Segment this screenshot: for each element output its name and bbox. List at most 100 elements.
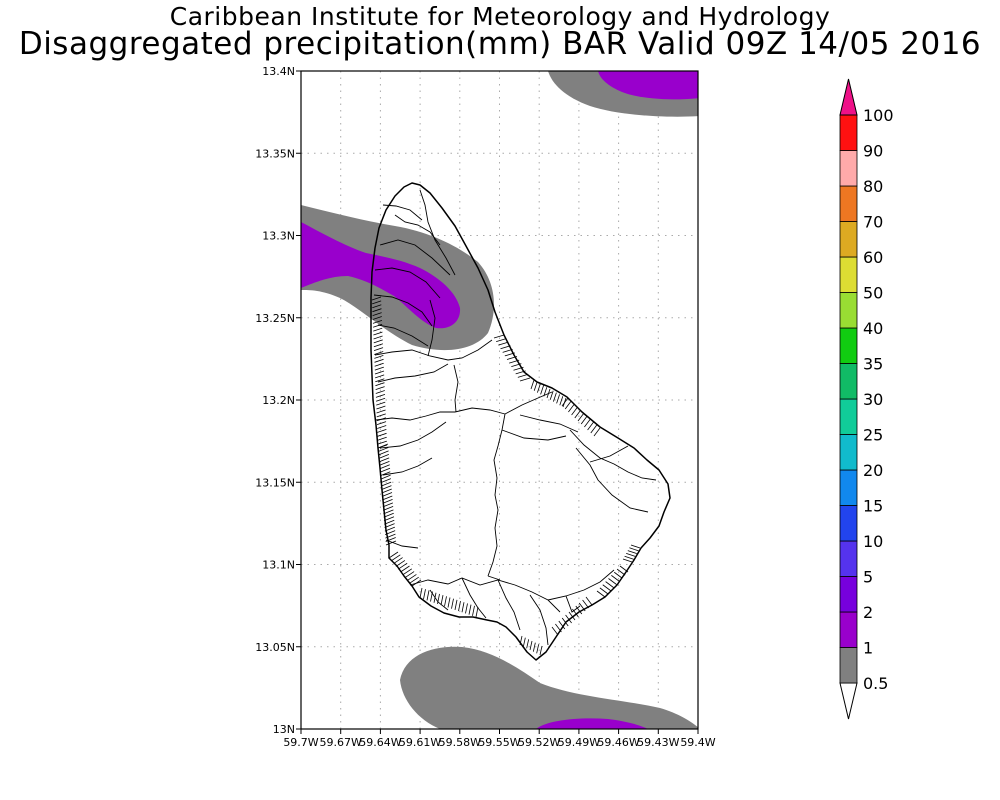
coast-hatch — [375, 382, 385, 387]
coast-hatch — [500, 345, 511, 350]
coast-hatch — [384, 526, 396, 532]
coast-hatch — [376, 413, 386, 418]
colorbar-level-label: 15 — [863, 497, 883, 516]
coast-hatch — [587, 421, 594, 431]
coast-hatch — [559, 396, 564, 406]
coast-hatch — [582, 599, 589, 609]
colorbar-level-label: 0.5 — [863, 674, 888, 693]
coast-hatch — [472, 605, 475, 616]
coast-hatch — [502, 348, 513, 353]
coast-hatch — [440, 595, 444, 606]
coast-hatch — [375, 393, 386, 398]
coast-hatch — [372, 319, 383, 324]
coast-hatch — [568, 611, 576, 621]
coast-hatch — [373, 335, 383, 340]
lon-tick-label: 59.43W — [637, 736, 679, 749]
lon-tick-label: 59.61W — [399, 736, 441, 749]
coast-hatch — [513, 366, 524, 371]
coast-hatch — [377, 429, 387, 433]
coast-hatch — [454, 599, 458, 610]
coast-hatch — [375, 397, 386, 402]
coast-hatch — [619, 565, 629, 573]
coast-hatch — [380, 478, 392, 484]
coast-hatch — [411, 579, 422, 587]
coast-hatch — [596, 590, 606, 598]
coast-hatch — [608, 578, 617, 585]
colorbar-level-label: 40 — [863, 319, 883, 338]
coast-hatch — [536, 644, 540, 654]
coast-hatch — [384, 519, 395, 525]
colorbar-level-label: 100 — [863, 106, 894, 125]
coast-hatch — [590, 424, 598, 434]
coast-hatch — [556, 394, 560, 404]
island-coast — [370, 182, 671, 661]
coast-hatch — [374, 362, 384, 367]
coast-hatch — [378, 457, 390, 463]
coast-hatch — [519, 635, 523, 646]
coast-hatch — [377, 436, 387, 441]
coast-hatch — [375, 378, 385, 383]
coast-hatch — [522, 637, 526, 647]
lat-tick-label: 13N — [273, 723, 295, 736]
coast-hatch — [496, 338, 507, 342]
colorbar-swatch — [839, 611, 858, 648]
coast-hatch — [517, 374, 528, 378]
coast-hatch — [585, 596, 593, 606]
coast-hatch — [539, 645, 543, 656]
coast-hatch — [515, 370, 526, 375]
coast-hatch — [584, 418, 591, 428]
colorbar-level-label: 5 — [863, 568, 873, 587]
coast-hatch — [383, 512, 394, 518]
colorbar-swatch — [839, 292, 858, 329]
colorbar-over-arrow — [839, 78, 858, 116]
coast-hatch — [380, 481, 392, 487]
coast-hatch — [380, 471, 391, 477]
coast-hatch — [444, 596, 447, 607]
coast-hatch — [373, 343, 384, 348]
lon-tick-label: 59.64W — [359, 736, 401, 749]
colorbar-swatch — [839, 327, 858, 364]
coast-hatch — [377, 432, 387, 437]
coast-hatch — [391, 554, 401, 562]
lat-tick-label: 13.4N — [262, 65, 295, 78]
colorbar-swatch — [839, 576, 858, 613]
coast-hatch — [385, 540, 397, 546]
coast-hatch — [384, 530, 396, 535]
colorbar-swatch — [839, 434, 858, 471]
coast-hatch — [426, 590, 430, 601]
lat-tick-label: 13.15N — [255, 476, 295, 489]
coast-hatch — [372, 300, 382, 305]
coast-hatch — [568, 403, 575, 413]
coast-hatch — [461, 602, 465, 613]
coast-hatch — [384, 523, 395, 529]
colorbar-swatch — [839, 398, 858, 435]
colorbar-level-label: 35 — [863, 355, 883, 374]
rain-area-1mm — [598, 71, 698, 100]
coast-hatch — [423, 589, 426, 600]
coast-hatch — [372, 304, 382, 309]
coast-hatch — [509, 359, 520, 364]
coast-hatch — [532, 642, 536, 652]
coast-hatch — [407, 574, 417, 581]
coast-hatch — [373, 327, 383, 332]
coast-hatch — [578, 602, 586, 612]
lat-tick-label: 13.25N — [255, 312, 295, 325]
coast-hatch — [605, 581, 614, 588]
coast-hatch — [553, 392, 557, 402]
coast-hatch — [404, 571, 415, 578]
coast-hatch — [624, 555, 634, 560]
title-line-2: Disaggregated precipitation(mm) BAR Vali… — [18, 26, 982, 62]
coast-hatch — [419, 587, 423, 599]
coast-hatch — [371, 296, 382, 301]
coast-hatch — [397, 562, 408, 570]
coast-hatch — [375, 390, 385, 394]
coast-hatch — [373, 331, 383, 336]
colorbar-level-label: 60 — [863, 248, 883, 267]
coast-hatch — [375, 386, 385, 390]
coast-hatch — [572, 608, 579, 618]
lon-tick-label: 59.55W — [478, 736, 520, 749]
coast-hatch — [504, 352, 515, 357]
precipitation-shading — [301, 71, 698, 729]
colorbar-level-label: 1 — [863, 639, 873, 658]
